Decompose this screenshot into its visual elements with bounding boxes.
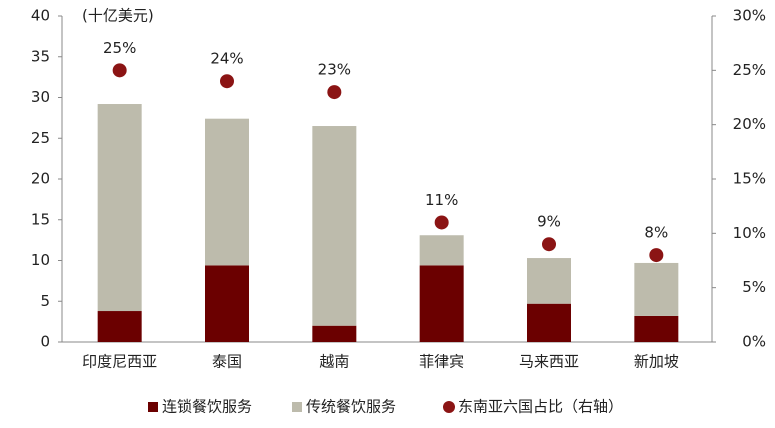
share-dot	[649, 248, 664, 263]
share-dot	[434, 215, 449, 230]
y-tick-label: 15	[31, 210, 50, 228]
share-dot	[220, 74, 234, 89]
x-tick-label: 马来西亚	[519, 353, 579, 371]
share-dot	[327, 85, 342, 100]
bar-segment	[97, 311, 142, 342]
y-tick-label: 25	[31, 129, 50, 147]
bar-segment	[527, 258, 571, 304]
y-tick-label: 40	[31, 7, 50, 25]
y2-tick-label: 25%	[733, 61, 766, 79]
x-tick-label: 菲律宾	[419, 353, 464, 371]
legend-label: 东南亚六国占比（右轴）	[458, 398, 623, 416]
legend-marker	[148, 402, 158, 412]
legend-label: 连锁餐饮服务	[162, 398, 252, 416]
x-tick-label: 新加坡	[634, 353, 679, 371]
value-label: 8%	[644, 224, 668, 242]
value-label: 23%	[318, 61, 351, 79]
bar-segment	[97, 104, 142, 312]
y-tick-label: 5	[40, 292, 50, 310]
bar-segment	[205, 118, 249, 266]
y2-tick-label: 5%	[742, 278, 766, 296]
y-tick-label: 20	[31, 170, 50, 188]
value-label: 24%	[210, 50, 243, 68]
share-dot	[542, 237, 556, 252]
bar-segment	[312, 325, 357, 342]
y2-tick-label: 0%	[742, 333, 766, 351]
bar-segment	[634, 315, 679, 342]
x-tick-label: 越南	[319, 353, 349, 371]
x-tick-label: 泰国	[212, 353, 242, 371]
y2-tick-label: 30%	[733, 7, 766, 25]
y2-tick-label: 15%	[733, 170, 766, 188]
value-label: 25%	[103, 39, 136, 57]
bar-segment	[527, 303, 571, 342]
legend-marker	[292, 402, 302, 412]
bar-segment	[419, 235, 464, 266]
bar-segment	[312, 126, 357, 326]
value-label: 11%	[425, 191, 458, 209]
bar-segment	[634, 262, 679, 316]
y-tick-label: 30	[31, 88, 50, 106]
y-tick-label: 0	[40, 333, 50, 351]
share-dot	[112, 63, 127, 78]
legend-label: 传统餐饮服务	[306, 398, 396, 416]
value-label: 9%	[537, 213, 561, 231]
bar-segment	[419, 265, 464, 342]
x-tick-label: 印度尼西亚	[82, 353, 157, 371]
y2-tick-label: 10%	[733, 224, 766, 242]
y-tick-label: 35	[31, 47, 50, 65]
y-axis-unit: (十亿美元)	[82, 7, 154, 25]
bar-segment	[205, 265, 249, 342]
legend-marker	[443, 401, 455, 413]
y2-tick-label: 20%	[733, 115, 766, 133]
y-tick-label: 10	[31, 251, 50, 269]
